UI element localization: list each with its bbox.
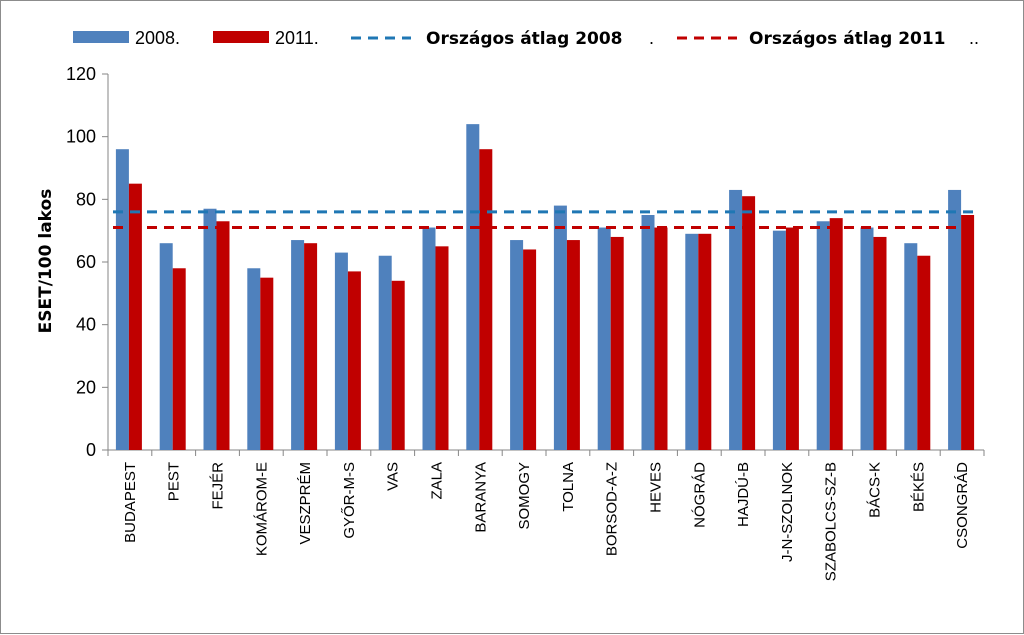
category-label: VESZPRÉM	[297, 462, 314, 545]
legend-label-avg-2011: Országos átlag 2011	[749, 29, 946, 49]
bar-2008-1	[159, 243, 173, 450]
y-tick-label: 100	[66, 127, 96, 147]
category-label: HEVES	[648, 462, 665, 513]
bar-2008-19	[948, 189, 962, 450]
category-label: NÓGRÁD	[691, 462, 708, 528]
category-label: VAS	[385, 462, 402, 491]
bar-2008-10	[553, 205, 567, 450]
y-tick-label: 60	[76, 252, 96, 272]
bar-2011-15	[785, 227, 799, 450]
bar-2008-15	[772, 230, 786, 450]
category-label: BORSOD-A-Z	[604, 462, 621, 556]
category-label: TOLNA	[560, 462, 577, 512]
plot-area: 0 20 40 60 80 100 120 BUDAPEST PEST FEJÉR KOMÁROM-…	[66, 64, 985, 581]
bar-2008-14	[729, 189, 743, 450]
category-label: J-N-SZOLNOK	[779, 462, 796, 562]
category-label: SZABOLCS-SZ-B	[823, 462, 840, 581]
category-label: BÉKÉS	[910, 462, 927, 512]
bar-2008-5	[334, 252, 348, 450]
bar-2008-13	[685, 233, 699, 450]
category-label: HAJDÚ-B	[735, 462, 752, 527]
bar-2011-1	[172, 268, 186, 450]
bar-2011-4	[304, 243, 318, 450]
legend-suffix-avg-2008: .	[649, 28, 654, 48]
bar-2011-5	[347, 271, 361, 450]
legend-label-2008: 2008.	[135, 28, 180, 48]
bar-2011-2	[216, 221, 230, 450]
y-axis-label: ESET/100 lakos	[36, 189, 56, 334]
bar-2011-3	[260, 277, 274, 450]
bar-2008-6	[378, 255, 392, 450]
category-label: CSONGRÁD	[954, 462, 971, 549]
bar-2008-8	[466, 124, 480, 450]
category-label: BUDAPEST	[122, 462, 139, 543]
bar-2008-16	[816, 221, 830, 450]
bar-2008-3	[247, 268, 261, 450]
y-tick-label: 40	[76, 315, 96, 335]
category-label: GYŐR-M-S	[341, 462, 358, 539]
y-tick-label: 120	[66, 64, 96, 84]
bar-2011-16	[829, 218, 843, 450]
bar-2011-19	[961, 215, 975, 450]
legend: 2008. 2011. Országos átlag 2008 . Ország…	[73, 28, 979, 49]
bar-2011-13	[698, 233, 712, 450]
bar-2008-12	[641, 215, 655, 450]
bar-2008-2	[203, 208, 217, 450]
bar-2011-17	[873, 236, 887, 450]
legend-swatch-2011	[213, 31, 269, 43]
bar-2011-11	[610, 236, 624, 450]
category-label: PEST	[166, 462, 183, 501]
bar-2011-14	[742, 196, 756, 450]
bar-2011-7	[435, 246, 449, 450]
category-label: FEJÉR	[210, 462, 227, 510]
bar-2008-18	[904, 243, 918, 450]
y-tick-label: 0	[86, 440, 96, 460]
legend-label-avg-2008: Országos átlag 2008	[426, 29, 623, 49]
bar-2008-7	[422, 227, 436, 450]
bar-2011-9	[523, 249, 537, 450]
bar-2008-4	[291, 240, 305, 450]
bar-2008-9	[510, 240, 524, 450]
y-tick-label: 20	[76, 377, 96, 397]
bar-2008-17	[860, 227, 874, 450]
y-tick-label: 80	[76, 189, 96, 209]
bar-2011-18	[917, 255, 931, 450]
bar-2011-0	[128, 183, 142, 450]
category-label: ZALA	[429, 462, 446, 500]
bar-2011-10	[566, 240, 580, 450]
bar-2011-6	[391, 280, 405, 450]
legend-suffix-avg-2011: ..	[969, 28, 979, 48]
category-label: BÁCS-K	[867, 462, 884, 518]
bar-2011-12	[654, 227, 668, 450]
bar-2008-0	[115, 149, 129, 450]
legend-label-2011: 2011.	[275, 28, 319, 48]
category-label: BARANYA	[472, 462, 489, 533]
category-label: KOMÁROM-E	[253, 462, 270, 556]
category-label: SOMOGY	[516, 462, 533, 530]
bar-2011-8	[479, 149, 493, 450]
legend-swatch-2008	[73, 31, 129, 43]
bar-2008-11	[597, 227, 611, 450]
